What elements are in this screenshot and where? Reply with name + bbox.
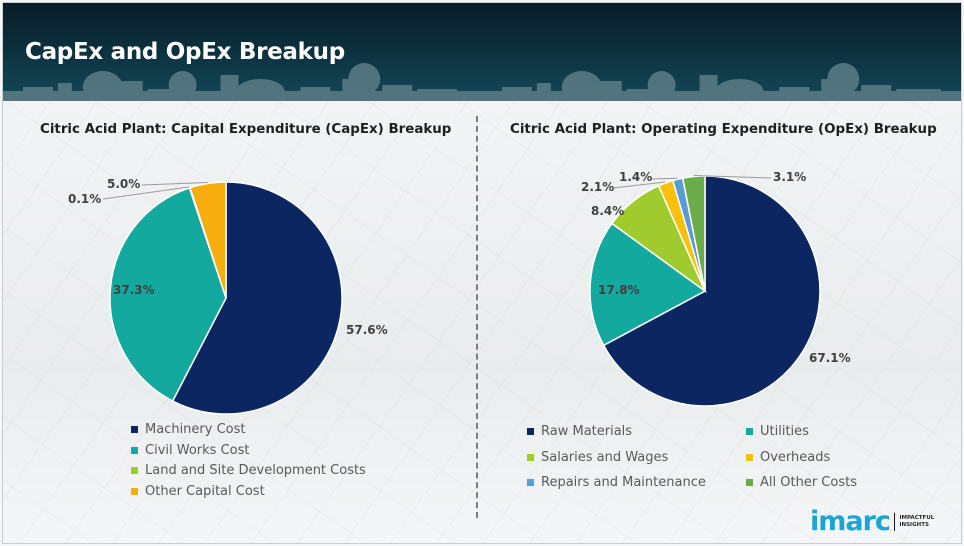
logo-separator <box>893 512 896 531</box>
legend-label: Machinery Cost <box>145 422 246 437</box>
legend-label: Civil Works Cost <box>145 442 250 458</box>
legend-swatch <box>527 428 534 435</box>
pie-slice-machinery-cost <box>171 181 343 415</box>
pie-slice-raw-materials <box>602 175 821 407</box>
city-skyline-illustration <box>3 63 961 101</box>
page-title: CapEx and OpEx Breakup <box>25 39 345 65</box>
leader-line-overheads <box>612 181 666 189</box>
data-label-other-capital-cost: 5.0% <box>107 177 140 191</box>
legend-label: Repairs and Maintenance <box>541 475 706 490</box>
legend-item-utilities: Utilities <box>746 424 809 439</box>
legend-item-civil-works-cost: Civil Works Cost <box>131 443 249 458</box>
pie-slice-other-capital-cost <box>189 181 227 299</box>
legend-label: Raw Materials <box>541 424 633 439</box>
data-label-all-other-costs: 3.1% <box>773 170 806 184</box>
data-label-civil-works-cost: 37.3% <box>113 283 155 297</box>
legend-swatch <box>131 487 138 495</box>
legend-swatch <box>131 446 138 454</box>
legend-item-raw-materials: Raw Materials <box>527 424 632 439</box>
capex-pie-chart: 57.6% 37.3% 0.1% 5.0% <box>68 177 388 415</box>
legend-label: Salaries and Wages <box>541 449 669 465</box>
header-banner: CapEx and OpEx Breakup <box>3 3 961 101</box>
legend-swatch <box>527 479 534 486</box>
panel-divider <box>476 116 478 518</box>
legend-item-repairs-and-maintenance: Repairs and Maintenance <box>527 475 706 490</box>
logo-tagline-line-2: INSIGHTS <box>899 521 929 528</box>
legend-item-overheads: Overheads <box>746 450 830 465</box>
legend-item-land-and-site-development-costs: Land and Site Development Costs <box>131 463 366 478</box>
data-label-overheads: 2.1% <box>581 180 614 194</box>
imarc-logo: imarc IMPACTFUL INSIGHTS <box>810 508 934 535</box>
opex-chart-title: Citric Acid Plant: Operating Expenditure… <box>510 122 937 137</box>
legend-item-salaries-and-wages: Salaries and Wages <box>527 450 668 465</box>
pie-slice-utilities <box>589 222 707 347</box>
legend-swatch <box>131 467 138 474</box>
pie-slice-civil-works-cost <box>109 186 227 403</box>
legend-swatch <box>131 426 138 433</box>
legend-label: Overheads <box>760 449 831 465</box>
legend-label: Land and Site Development Costs <box>145 463 366 478</box>
leader-line-all-other-costs <box>693 175 772 179</box>
data-label-utilities: 17.8% <box>598 283 640 297</box>
legend-label: All Other Costs <box>760 475 857 490</box>
logo-tagline-line-1: IMPACTFUL <box>899 514 935 521</box>
legend-swatch <box>746 479 753 486</box>
legend-label: Other Capital Cost <box>145 483 265 499</box>
legend-label: Utilities <box>760 424 809 439</box>
opex-pie-chart: 67.1% 17.8% 8.4% 2.1% 1.4% 3.1% <box>581 170 851 407</box>
legend-item-other-capital-cost: Other Capital Cost <box>131 484 265 499</box>
logo-tagline: IMPACTFUL INSIGHTS <box>899 515 934 529</box>
leader-line-other-capital-cost <box>141 181 208 186</box>
legend-item-machinery-cost: Machinery Cost <box>131 422 246 437</box>
capex-chart-title: Citric Acid Plant: Capital Expenditure (… <box>40 122 452 137</box>
legend-swatch <box>746 428 753 435</box>
data-label-land-and-site-development-costs: 0.1% <box>68 192 101 206</box>
data-label-repairs-and-maintenance: 1.4% <box>619 170 652 184</box>
data-label-raw-materials: 67.1% <box>809 351 851 365</box>
data-label-machinery-cost: 57.6% <box>346 323 388 337</box>
legend-swatch <box>527 453 534 461</box>
leader-line-land-and-site-development-costs <box>102 186 190 200</box>
leader-line-repairs-and-maintenance <box>650 177 678 180</box>
data-label-salaries-and-wages: 8.4% <box>591 204 624 218</box>
logo-wordmark: imarc <box>810 506 891 537</box>
legend-item-all-other-costs: All Other Costs <box>746 475 857 490</box>
legend-swatch <box>746 453 753 461</box>
